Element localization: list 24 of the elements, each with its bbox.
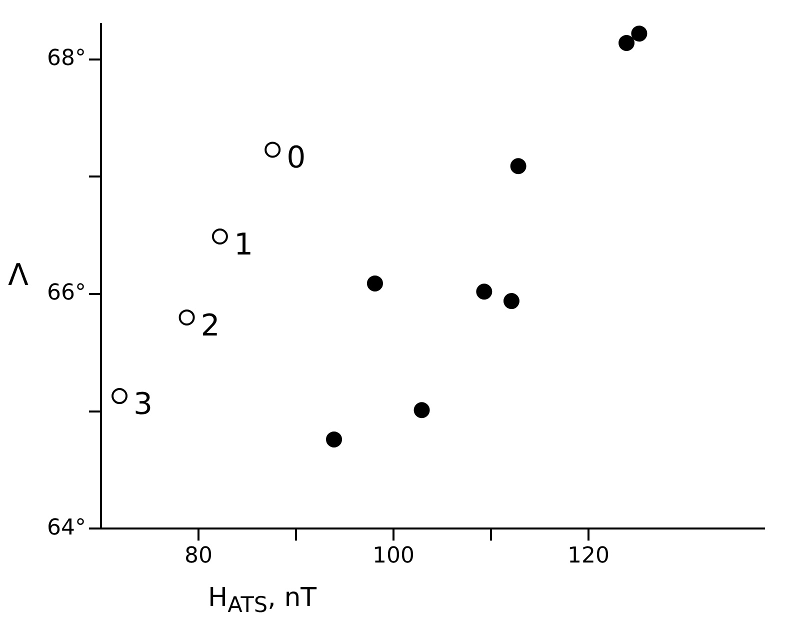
point	[631, 26, 648, 42]
x-tick-label: 100	[372, 544, 414, 569]
point	[476, 284, 492, 300]
y-tick-label: 64°	[46, 515, 86, 540]
point	[212, 228, 228, 245]
point	[178, 309, 195, 326]
point	[503, 293, 520, 310]
y-axis-title: Λ	[8, 258, 29, 293]
point	[510, 158, 526, 174]
point	[618, 34, 635, 51]
annotation: 0	[286, 140, 306, 176]
x-tick-label: 80	[184, 544, 212, 569]
y-tick-label: 68°	[46, 46, 86, 72]
y-tick-label: 66°	[46, 280, 86, 306]
point	[326, 431, 342, 448]
annotation: 1	[234, 227, 254, 262]
point	[112, 388, 128, 404]
point	[366, 275, 383, 292]
annotation: 3	[134, 386, 153, 422]
x-axis-title: H$_{ATS}$, nT	[208, 583, 317, 618]
annotation: 2	[200, 308, 220, 344]
point	[414, 402, 430, 418]
point	[264, 142, 281, 158]
x-tick-label: 120	[568, 544, 610, 569]
